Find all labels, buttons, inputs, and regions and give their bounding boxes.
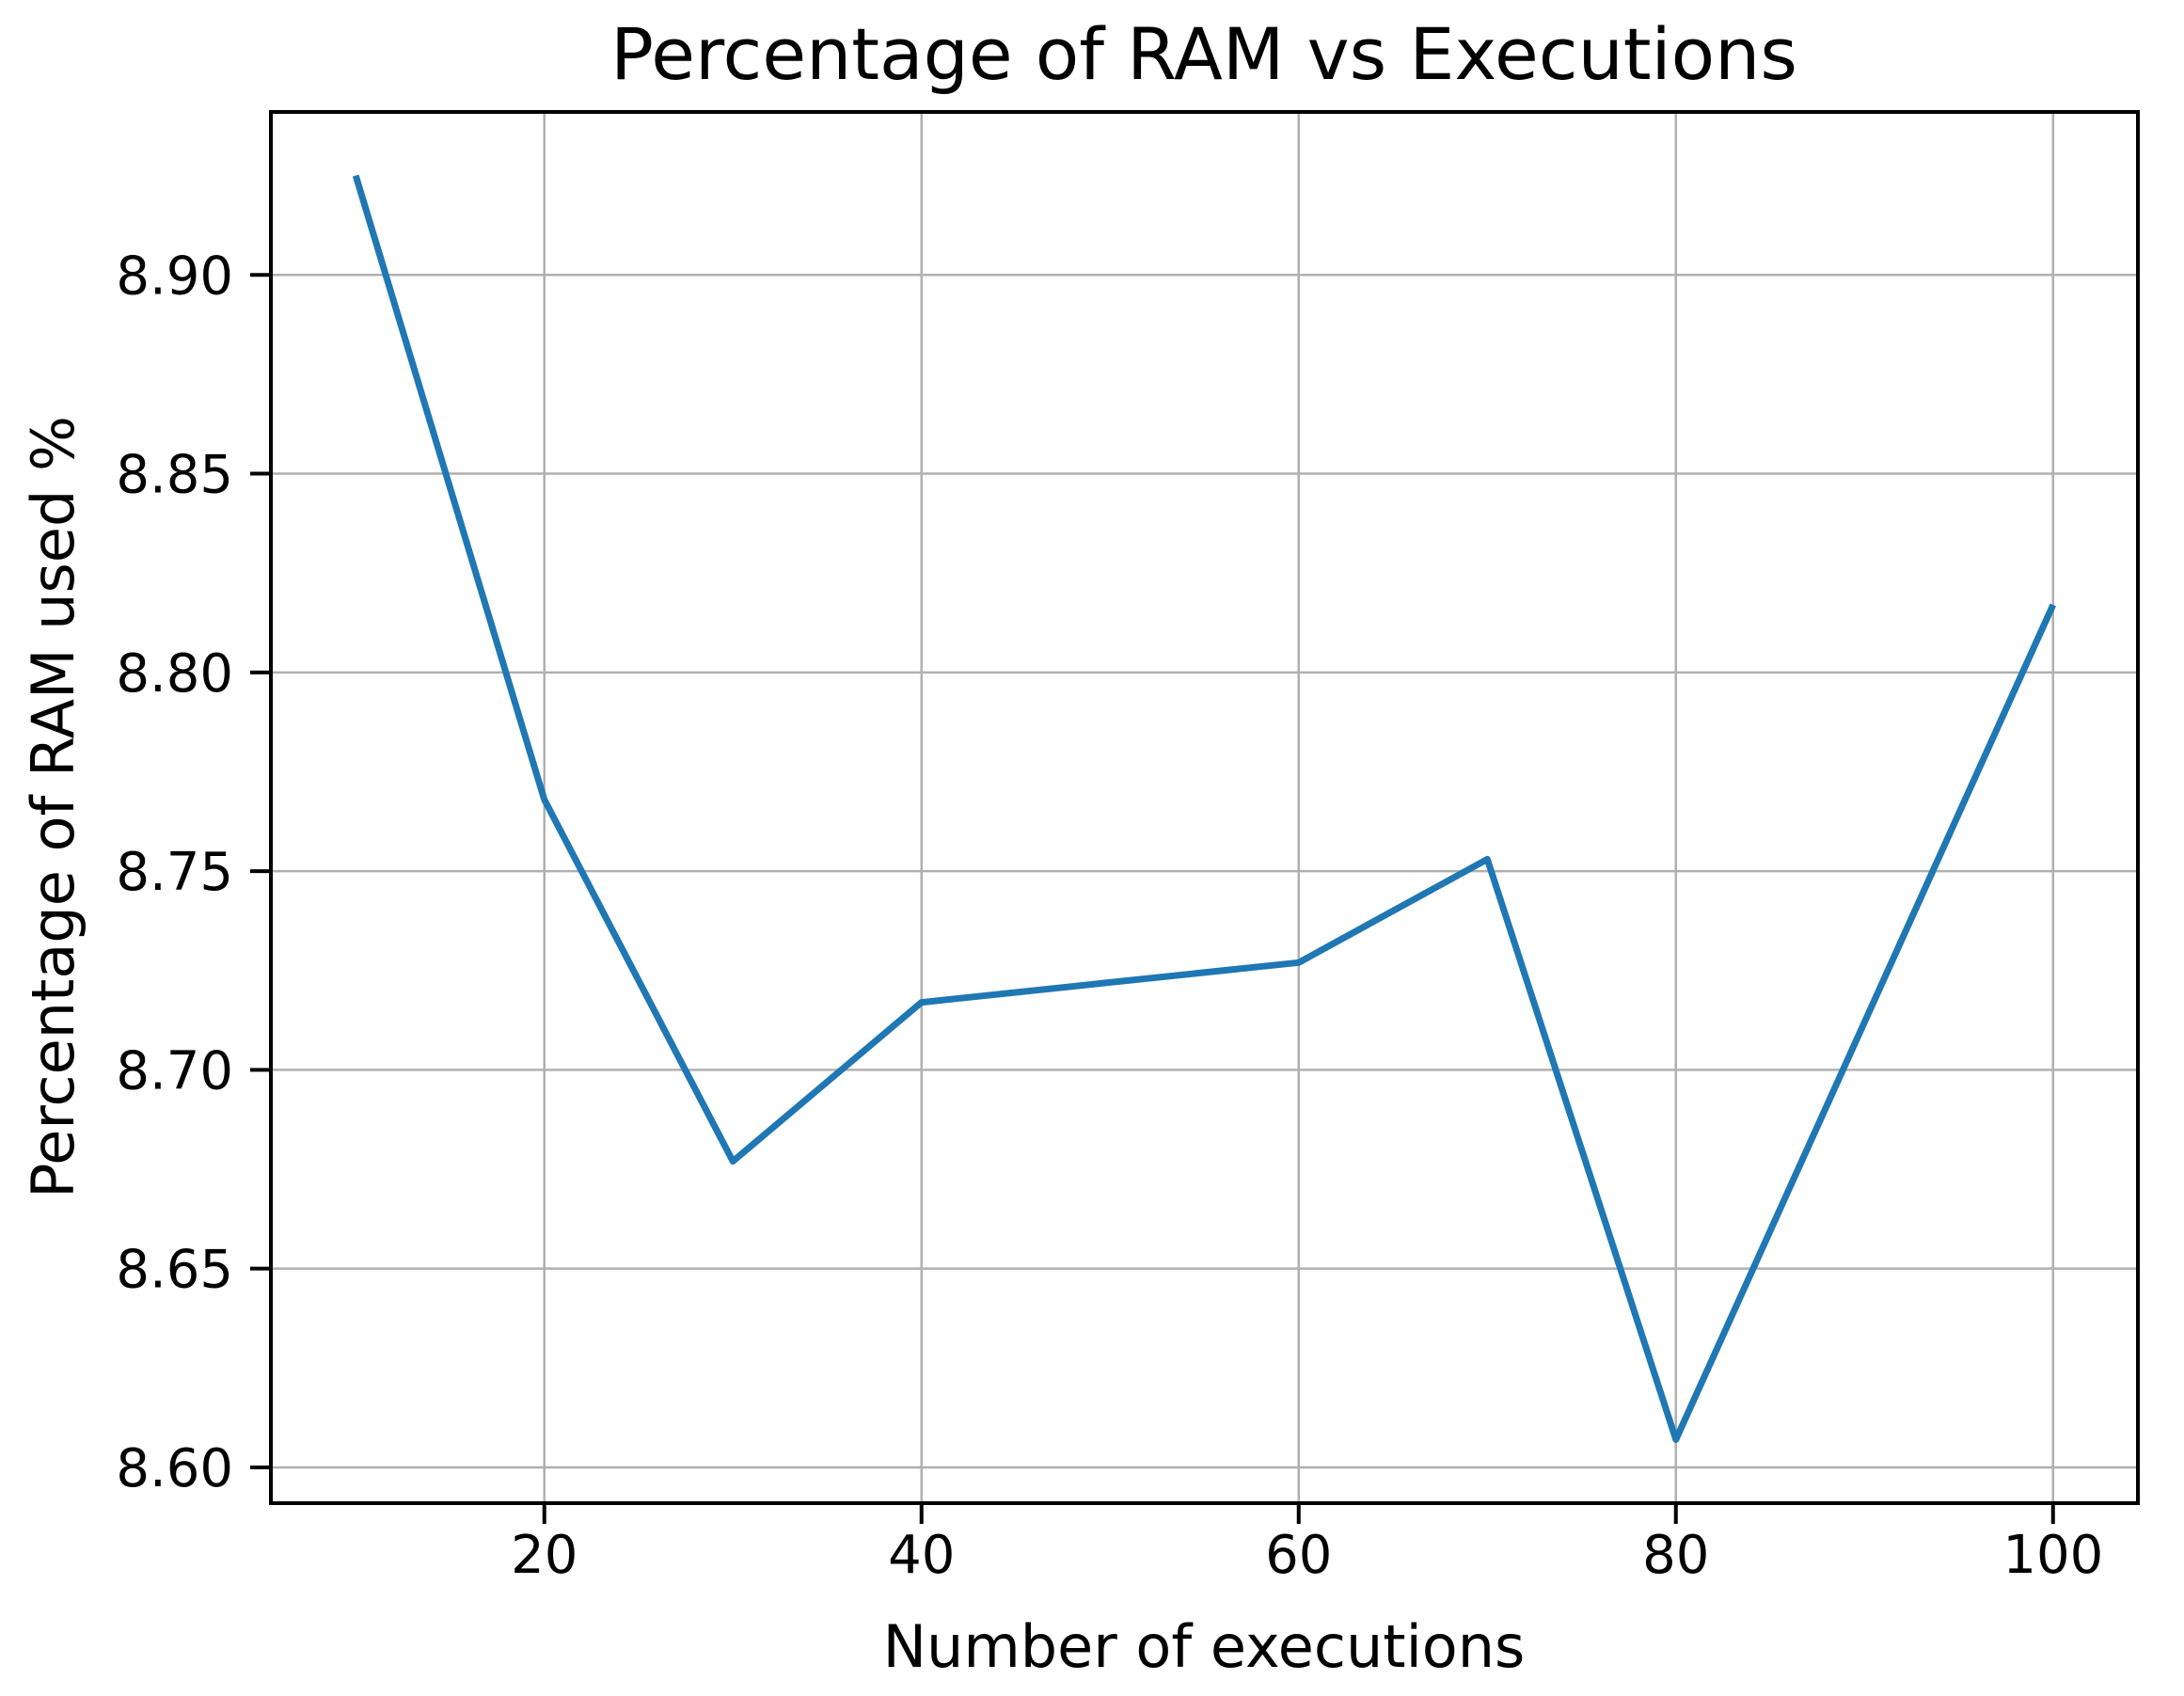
y-axis-label: Percentage of RAM used % (19, 416, 87, 1198)
y-tick-label: 8.85 (116, 445, 233, 506)
y-tick-label: 8.75 (116, 842, 233, 903)
y-tick-label: 8.65 (116, 1240, 233, 1301)
chart-title: Percentage of RAM vs Executions (610, 12, 1797, 96)
y-tick-labels: 8.60 8.65 8.70 8.75 8.80 8.85 8.90 (116, 246, 233, 1499)
y-tick-label: 8.70 (116, 1040, 233, 1102)
y-tick-label: 8.90 (116, 246, 233, 307)
x-tick-labels: 20 40 60 80 100 (511, 1525, 2103, 1586)
y-tick-label: 8.80 (116, 643, 233, 705)
y-tick-label: 8.60 (116, 1438, 233, 1499)
x-tick-label: 60 (1265, 1525, 1332, 1586)
x-axis-label: Number of executions (883, 1612, 1526, 1681)
ram-usage-line (352, 174, 2056, 1443)
x-tick-label: 20 (511, 1525, 578, 1586)
x-tick-label: 100 (2002, 1525, 2103, 1586)
plot-area (271, 112, 2138, 1503)
x-tick-label: 80 (1642, 1525, 1709, 1586)
tick-marks (250, 273, 2055, 1524)
axes-border (269, 110, 2140, 1505)
x-tick-label: 40 (888, 1525, 955, 1586)
